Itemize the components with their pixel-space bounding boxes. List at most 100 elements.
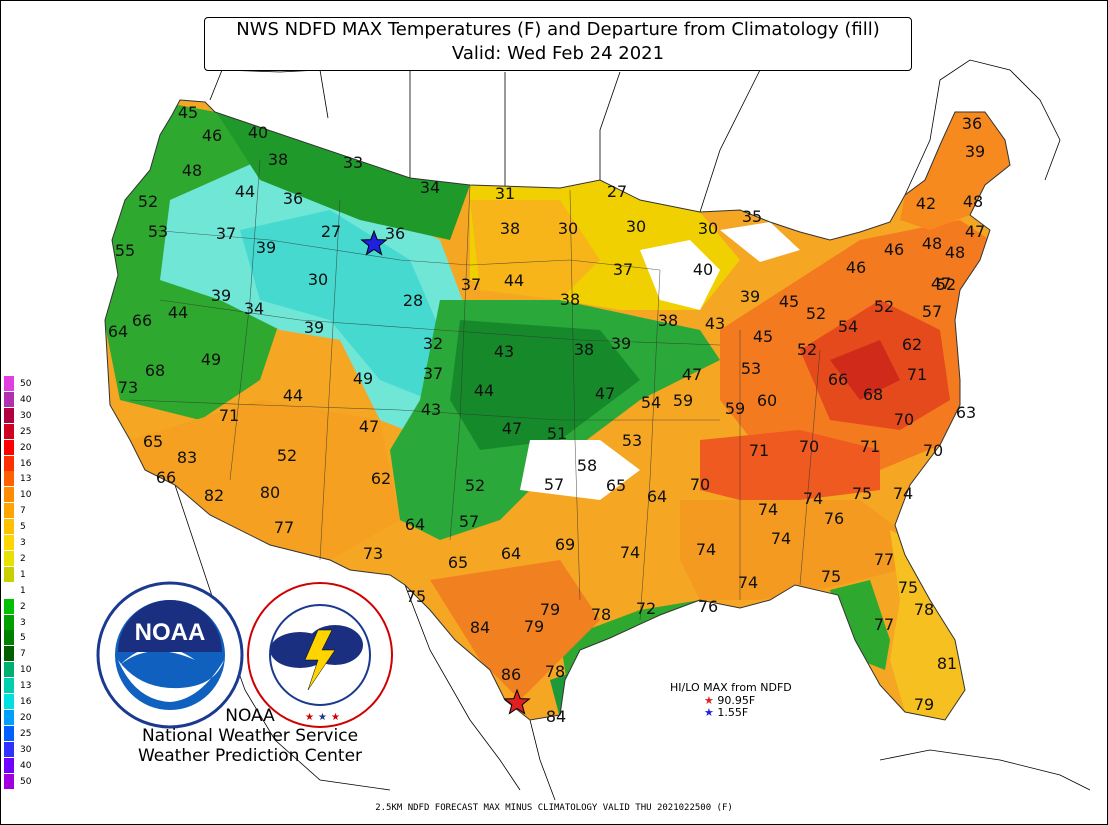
legend-swatch	[4, 662, 14, 678]
legend-label: 16	[20, 697, 32, 707]
legend-label: 2	[20, 553, 26, 564]
temp-label: 54	[641, 393, 661, 412]
temp-label: 53	[148, 222, 168, 241]
temp-label: 66	[132, 311, 152, 330]
temp-label: 47	[682, 365, 702, 384]
temp-label: 38	[658, 311, 678, 330]
temp-label: 71	[907, 365, 927, 384]
temp-label: 45	[178, 103, 198, 122]
legend-swatch	[4, 598, 14, 614]
temp-label: 79	[914, 695, 934, 714]
legend-swatch	[4, 694, 14, 709]
temp-label: 47	[502, 419, 522, 438]
temp-label: 52	[806, 304, 826, 323]
temp-label: 64	[405, 515, 425, 534]
temp-label: 52	[874, 297, 894, 316]
temp-label: 74	[738, 573, 758, 592]
temp-label: 48	[922, 234, 942, 253]
temp-label: 60	[757, 391, 777, 410]
temp-label: 31	[495, 184, 515, 203]
temp-label: 39	[965, 142, 985, 161]
temp-label: 78	[591, 605, 611, 624]
legend-label: 30	[20, 410, 32, 421]
temp-label: 79	[540, 600, 560, 619]
temp-label: 73	[363, 544, 383, 563]
temp-label: 68	[863, 385, 883, 404]
temp-label: 64	[647, 487, 667, 506]
legend-swatch	[4, 566, 14, 582]
legend-label: 10	[20, 490, 32, 501]
temp-label: 47	[931, 274, 951, 293]
temp-label: 66	[828, 370, 848, 389]
title-line2: Valid: Wed Feb 24 2021	[451, 43, 665, 64]
temp-label: 75	[852, 484, 872, 503]
temp-label: 78	[545, 662, 565, 681]
lo-star-icon: ★	[704, 706, 714, 719]
temp-label: 74	[893, 484, 913, 503]
temp-label: 42	[916, 194, 936, 213]
legend-swatch	[4, 725, 14, 741]
legend-swatch	[4, 614, 14, 630]
temp-label: 44	[283, 386, 303, 405]
temp-label: 45	[779, 292, 799, 311]
us-outline	[104, 99, 1011, 721]
hilo-hi-row: ★ 90.95F	[704, 694, 755, 707]
nws-logo: ★ ★ ★	[247, 582, 393, 728]
temp-label: 48	[963, 192, 983, 211]
temp-label: 44	[168, 303, 188, 322]
temp-label: 57	[459, 512, 479, 531]
legend-swatch	[4, 455, 14, 471]
temp-label: 71	[219, 406, 239, 425]
legend-label: 1	[20, 569, 26, 580]
lo-star	[360, 229, 388, 256]
noaa-logo-text: NOAA	[135, 619, 206, 646]
temp-label: 75	[406, 587, 426, 606]
temp-label: 77	[874, 550, 894, 569]
hi-star	[503, 688, 531, 715]
temp-label: 43	[705, 314, 725, 333]
legend-label: 13	[20, 474, 32, 485]
temp-label: 70	[690, 475, 710, 494]
temp-label: 82	[204, 486, 224, 505]
temp-label: 70	[923, 441, 943, 460]
temp-label: 65	[448, 553, 468, 572]
temp-label: 53	[741, 359, 761, 378]
svg-text:★: ★	[331, 712, 340, 723]
temp-label: 38	[574, 340, 594, 359]
temp-label: 72	[636, 599, 656, 618]
temp-label: 73	[118, 378, 138, 397]
temp-label: 34	[244, 299, 264, 318]
temp-label: 62	[371, 469, 391, 488]
temp-label: 74	[696, 540, 716, 559]
hilo-lo-row: ★ 1.55F	[704, 706, 748, 719]
temp-label: 36	[385, 224, 405, 243]
legend-swatch	[4, 471, 14, 487]
temp-label: 43	[421, 400, 441, 419]
temp-label: 38	[560, 290, 580, 309]
legend-swatch	[4, 550, 14, 566]
temp-label: 74	[803, 489, 823, 508]
temp-label: 77	[874, 615, 894, 634]
temp-label: 75	[821, 567, 841, 586]
temp-label: 54	[838, 317, 858, 336]
legend-label: 50	[20, 776, 32, 787]
border-lines	[174, 59, 1091, 801]
temp-label: 32	[423, 334, 443, 353]
temp-label: 30	[558, 219, 578, 238]
temp-label: 76	[698, 597, 718, 616]
temp-label: 43	[494, 342, 514, 361]
temp-label: 71	[860, 437, 880, 456]
temp-label: 52	[797, 340, 817, 359]
temp-label: 34	[420, 178, 440, 197]
legend-swatch	[4, 376, 14, 391]
temp-label: 30	[698, 219, 718, 238]
temp-label: 47	[965, 222, 985, 241]
temp-label: 37	[613, 260, 633, 279]
temp-label: 35	[742, 207, 762, 226]
legend-swatch	[4, 519, 14, 535]
temp-label: 45	[753, 327, 773, 346]
temp-label: 77	[274, 518, 294, 537]
footer-caption: 2.5KM NDFD FORECAST MAX MINUS CLIMATOLOG…	[375, 803, 733, 813]
temp-label: 59	[673, 391, 693, 410]
